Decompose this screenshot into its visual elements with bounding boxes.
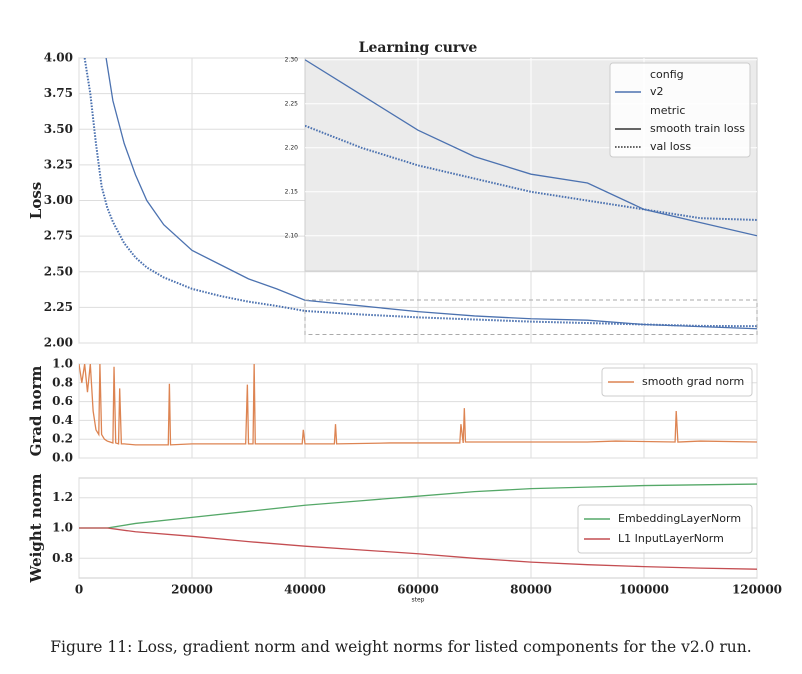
inset-y-tick-label: 2.30 [285,56,299,63]
series-line [83,58,757,328]
legend-title: metric [650,104,685,117]
x-tick-label: 40000 [284,583,326,597]
y-tick-label: 2.00 [44,336,73,350]
inset-y-tick-label: 2.25 [285,100,299,107]
x-tick-label: 20000 [171,583,213,597]
x-axis-label: step [412,597,425,604]
caption: Figure 11: Loss, gradient norm and weigh… [50,638,751,656]
legend-label: L1 InputLayerNorm [618,532,724,545]
legend-label: v2 [650,85,664,98]
y-tick-label: 0.4 [52,413,73,427]
series-line [79,364,757,446]
y-tick-label: 4.00 [44,51,73,65]
y-tick-label: 2.25 [44,300,73,314]
y-tick-label: 1.0 [52,521,73,535]
legend-label: EmbeddingLayerNorm [618,512,741,525]
y-axis-label: Weight norm [27,473,45,583]
legend-box [577,504,753,554]
plot-lines [83,58,757,330]
x-tick-label: 60000 [397,583,439,597]
x-tick-label: 100000 [619,583,669,597]
x-tick-label: 80000 [510,583,552,597]
y-tick-label: 1.2 [52,490,73,504]
series-line [79,483,757,529]
legend-label: smooth grad norm [642,375,744,388]
series-line [305,124,757,221]
legend-box [609,62,751,158]
y-tick-label: 1.0 [52,357,73,371]
inset-y-tick-label: 2.10 [285,232,299,239]
x-tick-label: 0 [75,583,83,597]
y-tick-label: 3.75 [44,86,73,100]
y-axis-label: Loss [27,182,45,219]
series-line [79,527,757,570]
y-tick-label: 0.8 [52,551,73,565]
x-tick-label: 120000 [732,583,782,597]
series-line [305,59,757,237]
y-tick-label: 2.50 [44,264,73,278]
series-line [105,58,757,330]
y-tick-label: 0.6 [52,394,73,408]
legend-label: smooth train loss [650,122,745,135]
y-axis-label: Grad norm [27,365,45,456]
y-tick-label: 2.75 [44,229,73,243]
y-tick-label: 3.50 [44,122,73,136]
inset-lines [305,59,757,237]
chart-title: Learning curve [359,40,478,56]
plot-lines [79,483,757,570]
zoom-box [304,299,758,335]
inset-y-tick-label: 2.20 [285,144,299,151]
plot-lines [79,364,757,446]
legend-box [601,367,753,397]
y-tick-label: 0.0 [52,451,73,465]
y-tick-label: 3.25 [44,157,73,171]
y-tick-label: 0.2 [52,432,73,446]
legend-title: config [650,68,684,81]
y-tick-label: 0.8 [52,375,73,389]
legend-label: val loss [650,140,691,153]
inset-y-tick-label: 2.15 [285,188,299,195]
y-tick-label: 3.00 [44,193,73,207]
